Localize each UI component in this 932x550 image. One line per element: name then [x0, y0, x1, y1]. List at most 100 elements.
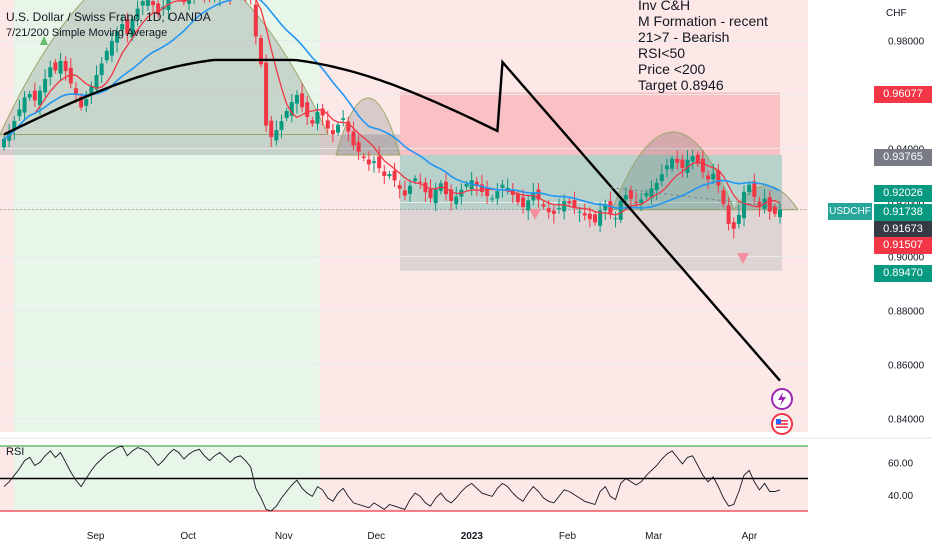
candle-body: [99, 63, 104, 76]
candle-body: [490, 198, 495, 200]
candle-body: [402, 190, 407, 196]
symbol-badge[interactable]: USDCHF: [828, 203, 872, 220]
candle: [58, 52, 63, 81]
candle: [515, 190, 520, 206]
candle-body: [63, 61, 68, 72]
candle: [274, 120, 279, 146]
candle: [284, 107, 289, 122]
down-marker: [529, 208, 541, 220]
price-tag: 0.89470: [874, 265, 932, 282]
candle: [151, 0, 156, 14]
candle-body: [551, 210, 556, 214]
rsi-line: [3, 445, 781, 512]
candle-body: [587, 213, 592, 220]
candle-body: [73, 88, 78, 96]
price-tag: 0.91507: [874, 237, 932, 254]
candle-body: [521, 197, 526, 208]
candle-body: [752, 181, 757, 197]
candle: [423, 177, 428, 202]
price-tag: 0.91738: [874, 204, 932, 221]
candle: [27, 90, 32, 101]
zone-resistance: [400, 92, 780, 155]
candle-body: [721, 190, 726, 204]
candle-body: [187, 0, 192, 4]
candle-body: [145, 0, 150, 6]
us-flag-event-icon[interactable]: [771, 413, 793, 435]
candle: [315, 103, 320, 131]
candle: [557, 198, 562, 214]
candle-body: [377, 156, 382, 169]
candle: [43, 69, 48, 98]
candle-body: [115, 31, 120, 43]
candle: [531, 183, 536, 206]
candle: [258, 34, 263, 68]
candle-body: [716, 170, 721, 186]
candle-body: [325, 120, 330, 129]
candle-body: [2, 139, 6, 148]
annotation-line: RSI<50: [638, 45, 686, 61]
up-marker: [40, 36, 48, 45]
candle-body: [418, 181, 423, 183]
candle-body: [562, 201, 567, 212]
candle-body: [778, 209, 782, 218]
candle: [372, 156, 377, 173]
candle: [582, 203, 587, 221]
candle: [305, 95, 310, 126]
candle-body: [392, 170, 397, 181]
candle-body: [346, 121, 351, 132]
candle: [356, 135, 361, 160]
candle-body: [397, 185, 402, 189]
candle: [300, 83, 305, 113]
candle: [407, 179, 412, 202]
candle-body: [336, 124, 341, 133]
lightning-event-icon[interactable]: [771, 388, 793, 410]
candle-body: [582, 213, 587, 216]
x-tick-label: Dec: [367, 531, 385, 542]
candle-body: [747, 184, 752, 192]
candle: [695, 151, 700, 167]
candle-body: [546, 208, 551, 213]
candle: [156, 0, 161, 18]
candle: [53, 59, 58, 74]
candle: [135, 0, 140, 26]
candle: [659, 164, 664, 187]
candle-body: [654, 182, 659, 191]
annotation-line: 21>7 - Bearish: [638, 29, 730, 45]
candle-body: [294, 95, 299, 104]
candle: [670, 155, 675, 172]
x-tick-label: Mar: [645, 531, 663, 542]
candle-body: [433, 189, 438, 204]
candle: [229, 0, 231, 5]
candle: [536, 183, 541, 208]
zone-left-box: [0, 134, 400, 155]
candle: [22, 90, 27, 121]
candle: [700, 150, 705, 179]
candle: [649, 180, 654, 205]
candle: [628, 185, 633, 209]
candle-body: [361, 156, 366, 158]
candle-body: [109, 41, 114, 56]
candle-body: [305, 102, 310, 117]
candle-body: [634, 201, 639, 204]
candle: [120, 14, 125, 35]
candle-body: [140, 1, 145, 6]
trend-line: [610, 187, 781, 208]
candle-body: [567, 201, 572, 204]
candle: [685, 150, 690, 178]
candle-body: [736, 214, 741, 224]
candle: [541, 201, 546, 210]
candle-body: [711, 173, 716, 180]
candle: [89, 81, 94, 104]
candle-body: [17, 109, 22, 117]
candle: [742, 185, 747, 227]
candle: [140, 0, 145, 16]
candle: [592, 211, 597, 226]
candle: [336, 121, 341, 136]
candle: [145, 0, 150, 11]
candle-body: [310, 120, 315, 124]
x-tick-label: Nov: [275, 531, 293, 542]
candle-body: [474, 181, 479, 187]
candle-body: [330, 130, 335, 135]
candle: [279, 114, 284, 139]
